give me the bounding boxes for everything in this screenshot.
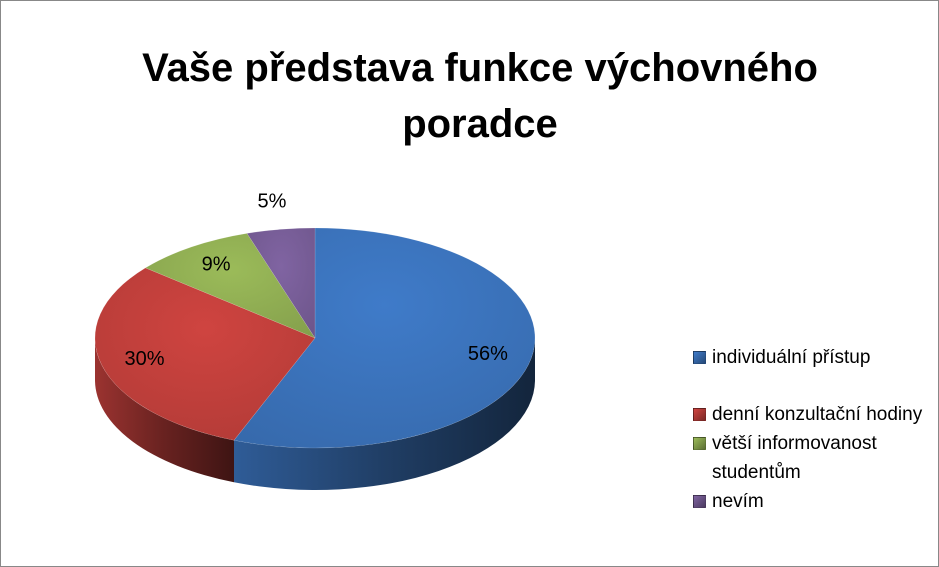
data-label: 5% [258,190,287,212]
pie-slice [246,227,316,339]
pie-slice [233,227,536,449]
pie-side [234,338,535,490]
pie-slice [94,267,316,441]
legend-item: větší informovanost studentům [693,429,923,487]
legend-label: nevím [712,491,764,512]
pie-side [95,338,235,483]
legend-swatch [693,408,706,421]
legend-label: denní konzultační hodiny [712,404,923,425]
legend-label: větší informovanost studentům [712,433,877,483]
legend-swatch [693,351,706,364]
pie-slice [144,233,316,339]
legend-label: individuální přístup [712,347,871,368]
legend-item: nevím [693,487,923,516]
legend-item: denní konzultační hodiny [693,400,923,429]
legend: individuální přístup denní konzultační ho… [693,343,923,516]
chart-title: Vaše představa funkce výchovného poradce [142,46,818,146]
legend-swatch [693,437,706,450]
data-label: 9% [202,253,231,275]
legend-swatch [693,495,706,508]
data-label: 30% [125,348,165,370]
legend-item: individuální přístup [693,343,923,372]
data-label: 56% [468,343,508,365]
